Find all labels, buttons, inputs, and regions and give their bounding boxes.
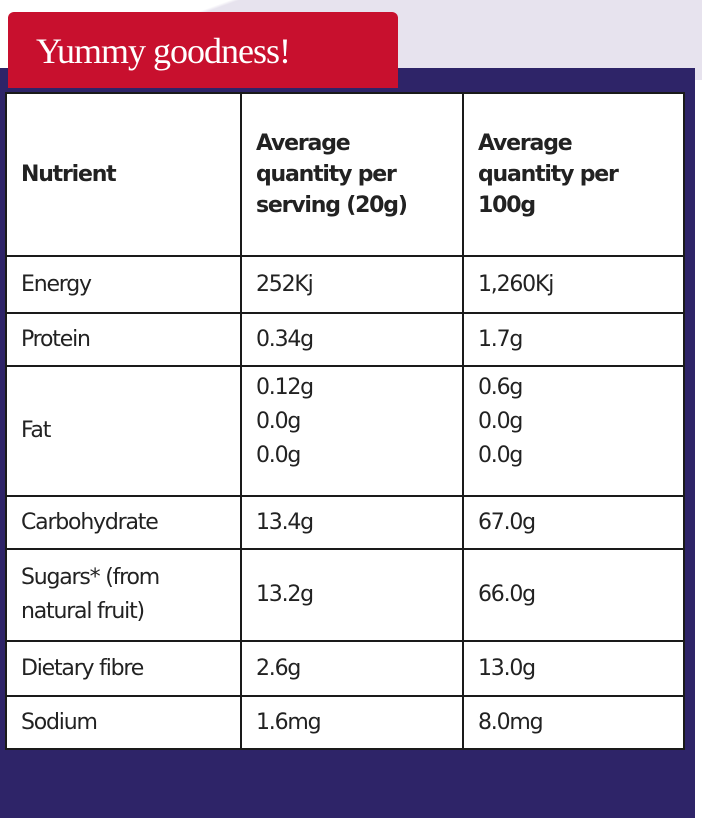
cell-line: Fat [21, 418, 51, 443]
cell-line: 13.2g [256, 582, 314, 607]
cell-line: 1.6mg [256, 709, 322, 735]
cell-line: 1.7g [478, 326, 523, 352]
table-cell: 13.0g [462, 640, 685, 697]
table-row: Protein 0.34g 1.7g [5, 312, 685, 367]
table-cell: 13.4g [240, 495, 464, 550]
table-cell: 0.34g [240, 312, 464, 367]
cell-line: 67.0g [478, 509, 536, 535]
table-body: Energy 252Kj 1,260Kj Protein 0.34g 1.7g Fat 0.1… [5, 255, 685, 750]
table-cell: 66.0g [462, 548, 685, 642]
table-cell: 2.6g [240, 640, 464, 697]
table-cell: Energy [5, 255, 242, 314]
table-row: Carbohydrate 13.4g 67.0g [5, 495, 685, 550]
cell-line: Energy [21, 271, 92, 297]
table-cell: Protein [5, 312, 242, 367]
cell-line: Sodium [21, 709, 98, 735]
cell-line: 2.6g [256, 655, 301, 681]
cell-line: 66.0g [478, 582, 536, 607]
table-row: Sugars* (from natural fruit) 13.2g 66.0g [5, 548, 685, 642]
cell-line: 0.6g [478, 375, 523, 400]
table-cell: Carbohydrate [5, 495, 242, 550]
table-cell: 1.6mg [240, 695, 464, 750]
table-cell: 0.6g 0.0g 0.0g [462, 365, 685, 497]
table-cell: Sugars* (from natural fruit) [5, 548, 242, 642]
table-cell: 1,260Kj [462, 255, 685, 314]
cell-line: 0.34g [256, 326, 314, 352]
cell-line: 0.0g [256, 409, 301, 434]
table-cell: 0.12g 0.0g 0.0g [240, 365, 464, 497]
table-cell: 13.2g [240, 548, 464, 642]
cell-line: Sugars* (from natural fruit) [21, 565, 160, 624]
table-cell: Fat [5, 365, 242, 497]
cell-line: 0.0g [256, 443, 301, 468]
table-row: Fat 0.12g 0.0g 0.0g 0.6g 0.0g 0.0g [5, 365, 685, 497]
cell-line: Dietary fibre [21, 655, 144, 681]
header-cell: Nutrient [5, 92, 242, 257]
cell-line: 0.12g [256, 375, 314, 400]
cell-line: Protein [21, 326, 91, 352]
table-cell: 252Kj [240, 255, 464, 314]
header-cell: Average quantity per serving (20g) [240, 92, 464, 257]
cell-line: 8.0mg [478, 709, 544, 735]
title-tab: Yummy goodness! [8, 12, 398, 88]
cell-line: 252Kj [256, 271, 314, 297]
cell-line: 13.0g [478, 655, 536, 681]
table-cell: Dietary fibre [5, 640, 242, 697]
cell-line: Carbohydrate [21, 509, 159, 535]
table-row: Dietary fibre 2.6g 13.0g [5, 640, 685, 697]
header-cell: Average quantity per 100g [462, 92, 685, 257]
table-cell: 8.0mg [462, 695, 685, 750]
cell-line: 0.0g [478, 443, 523, 468]
table-cell: 1.7g [462, 312, 685, 367]
title: Yummy goodness! [36, 31, 291, 71]
cell-line: 0.0g [478, 409, 523, 434]
nutrition-table: Nutrient Average quantity per serving (20… [5, 92, 685, 750]
cell-line: 13.4g [256, 509, 314, 535]
header-row: Nutrient Average quantity per serving (20… [5, 92, 685, 257]
table-row: Sodium 1.6mg 8.0mg [5, 695, 685, 750]
cell-line: 1,260Kj [478, 271, 554, 297]
table-cell: Sodium [5, 695, 242, 750]
table-cell: 67.0g [462, 495, 685, 550]
table-row: Energy 252Kj 1,260Kj [5, 255, 685, 314]
